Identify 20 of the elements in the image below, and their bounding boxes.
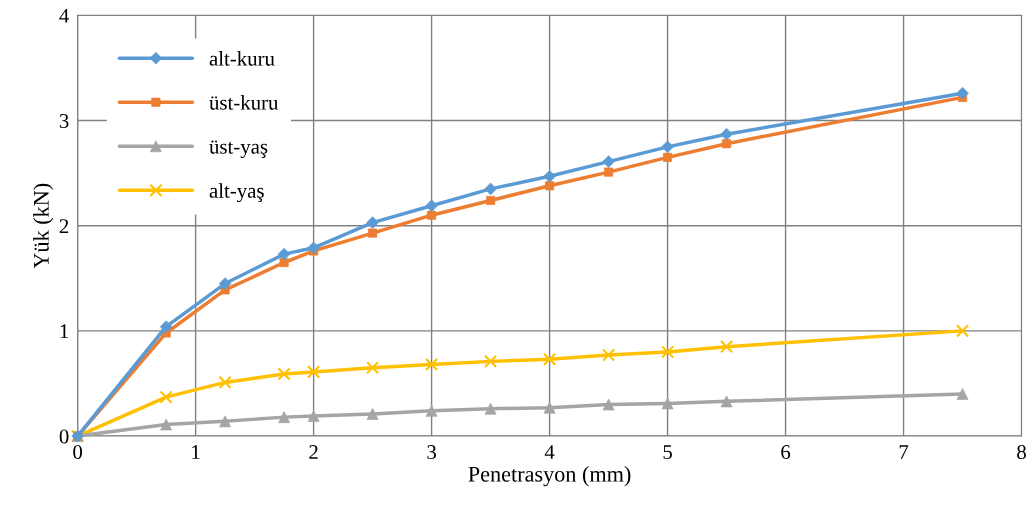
legend-label: alt-kuru: [209, 51, 275, 66]
x-tick-label: 1: [192, 445, 200, 459]
y-tick-label: 3: [59, 113, 69, 128]
x-tick-label: 3: [427, 445, 436, 460]
y-tick-label: 2: [59, 219, 69, 233]
x-axis-title: Penetrasyon (mm): [468, 466, 631, 487]
legend-label: alt-yaş: [209, 183, 264, 203]
x-tick-label: 7: [899, 445, 909, 459]
y-tick-label: 1: [60, 324, 69, 339]
legend-label: üst-yaş: [209, 140, 268, 159]
y-tick-label: 0: [59, 429, 69, 444]
y-tick-label: 4: [59, 8, 69, 23]
legend-label: üst-kuru: [209, 95, 279, 110]
x-tick-label: 2: [309, 445, 318, 459]
y-axis-title: Yük (kN): [33, 183, 54, 269]
x-tick-label: 8: [1017, 444, 1026, 460]
x-tick-label: 0: [73, 444, 83, 460]
x-tick-label: 5: [663, 445, 672, 460]
x-tick-label: 6: [781, 445, 791, 460]
x-tick-label: 4: [544, 445, 555, 459]
